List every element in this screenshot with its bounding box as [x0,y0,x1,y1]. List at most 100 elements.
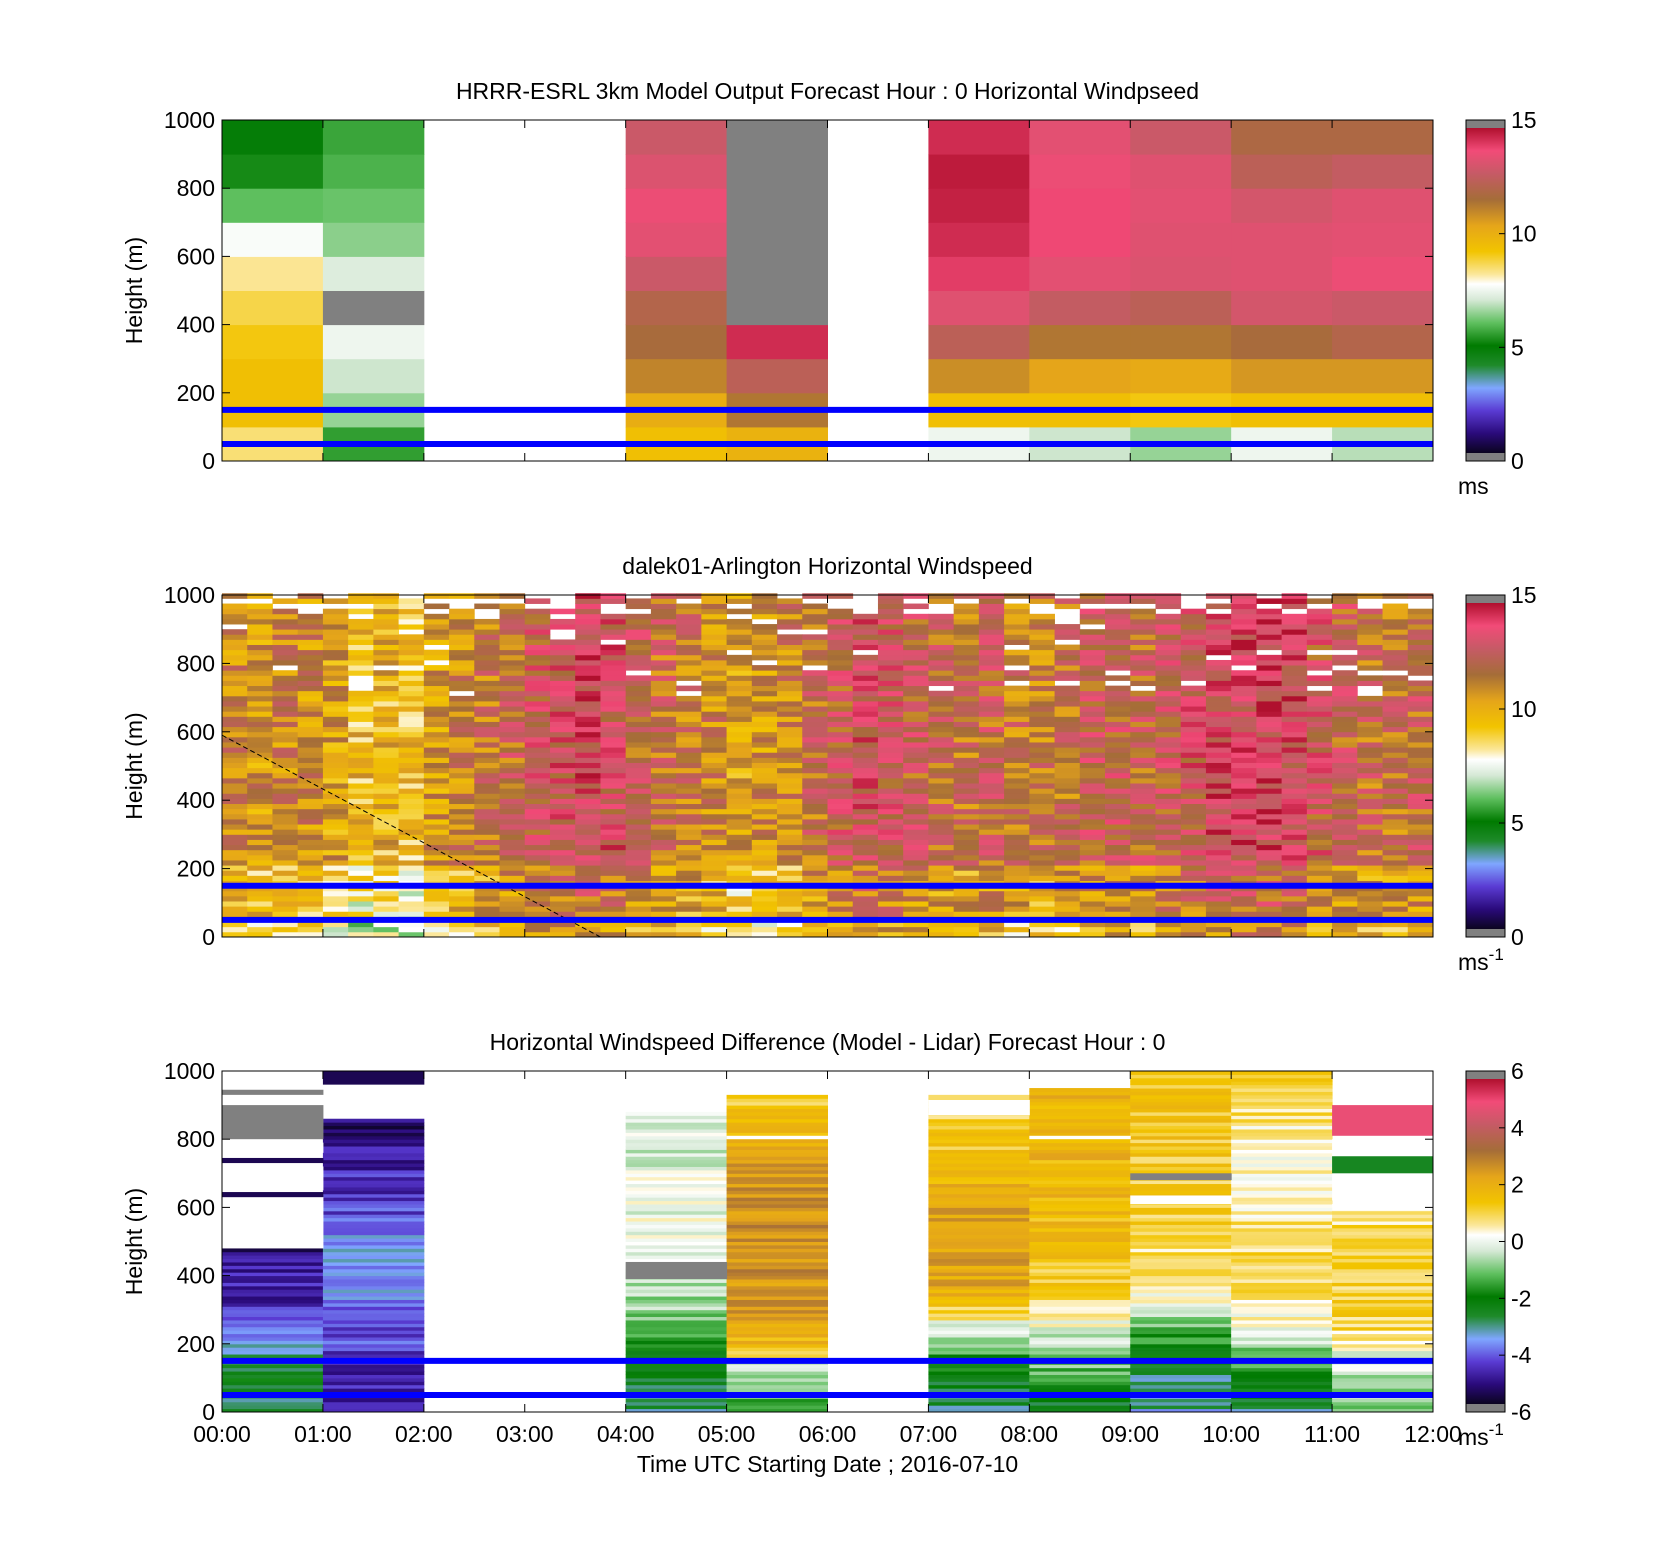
heatmap-cell [928,1186,1030,1191]
heatmap-cell [877,829,904,835]
heatmap-cell [625,860,652,866]
heatmap-cell [650,834,677,840]
heatmap-cell [1079,931,1106,938]
heatmap-cell [1407,803,1434,810]
heatmap-cell [575,808,601,815]
heatmap-cell [625,839,652,846]
heatmap-cell [1029,1221,1131,1225]
heatmap-cell [726,701,753,707]
heatmap-cell [499,639,526,645]
heatmap-cell [953,603,980,610]
heatmap-cell [1332,813,1358,820]
heatmap-cell [499,608,526,615]
heatmap-cell [625,1330,728,1335]
heatmap-cell [751,685,778,692]
heatmap-cell [625,1128,728,1133]
heatmap-cell [549,803,576,810]
heatmap-cell [1079,706,1106,712]
heatmap-cell [751,721,778,728]
heatmap-cell [474,808,500,815]
heatmap-cell [650,895,677,902]
heatmap-cell [1130,670,1156,676]
heatmap-cell [575,875,601,881]
heatmap-cell [1130,654,1156,661]
heatmap-cell [1205,649,1232,656]
heatmap-cell [650,624,677,630]
heatmap-cell [398,644,425,651]
heatmap-cell [1004,890,1030,897]
heatmap-cell [398,701,425,707]
heatmap-cell [1357,767,1383,774]
heatmap-cell [1130,1408,1232,1413]
heatmap-cell [852,854,879,861]
heatmap-cell [903,829,929,835]
heatmap-cell [1029,834,1055,840]
heatmap-cell [1382,931,1409,938]
heatmap-cell [222,860,248,866]
heatmap-cell [1004,716,1030,722]
heatmap-cell [1205,701,1232,707]
heatmap-cell [676,777,702,784]
heatmap-cell [1231,1203,1333,1208]
heatmap-cell [1281,926,1308,933]
heatmap-cell [348,767,374,774]
heatmap-cell [1306,926,1333,933]
heatmap-cell [474,736,500,743]
heatmap-cell [449,670,475,676]
heatmap-cell [1332,634,1358,640]
heatmap-cell [423,798,450,805]
heatmap-cell [625,290,728,326]
heatmap-cell [1256,675,1283,681]
heatmap-cell [978,747,1005,753]
heatmap-cell [1231,1388,1333,1393]
heatmap-cell [600,890,627,897]
heatmap-cell [222,1364,324,1369]
heatmap-cell [297,639,324,645]
colorbar-tick-label: 10 [1511,221,1537,247]
heatmap-cell [423,906,450,912]
heatmap-cell [1231,1285,1333,1290]
heatmap-cell [1281,854,1308,861]
heatmap-cell [1105,865,1131,871]
heatmap-cell [398,834,425,840]
heatmap-cell [322,1224,425,1229]
heatmap-cell [373,906,400,912]
heatmap-cell [1029,849,1055,856]
heatmap-cell [827,813,854,820]
heatmap-cell [373,716,400,722]
heatmap-cell [575,701,601,707]
heatmap-cell [1029,1163,1131,1167]
heatmap-cell [1180,747,1207,753]
heatmap-cell [1332,1384,1434,1389]
heatmap-cell [449,798,475,805]
heatmap-cell [650,911,677,917]
heatmap-cell [423,772,450,779]
heatmap-cell [222,1336,324,1341]
heatmap-cell [348,839,374,846]
heatmap-cell [1130,1105,1232,1110]
heatmap-cell [928,736,955,743]
heatmap-cell [1079,742,1106,748]
heatmap-cell [1306,788,1333,794]
heatmap-cell [1079,644,1106,651]
heatmap-cell [701,926,727,933]
heatmap-cell [474,860,500,866]
heatmap-cell [1231,290,1333,326]
heatmap-cell [1407,777,1434,784]
heatmap-cell [322,358,425,394]
heatmap-cell [978,731,1005,738]
heatmap-cell [1231,711,1257,717]
heatmap-cell [474,875,500,881]
heatmap-cell [524,608,551,615]
heatmap-cell [1079,649,1106,656]
heatmap-cell [1054,865,1081,871]
heatmap-cell [474,716,500,722]
heatmap-cell [1407,680,1434,687]
heatmap-cell [1029,716,1055,722]
heatmap-cell [802,875,828,881]
heatmap-cell [322,731,349,738]
heatmap-cell [1029,1279,1131,1283]
heatmap-cell [1231,1326,1333,1331]
heatmap-cell [625,1374,728,1379]
heatmap-cell [1231,1258,1333,1263]
